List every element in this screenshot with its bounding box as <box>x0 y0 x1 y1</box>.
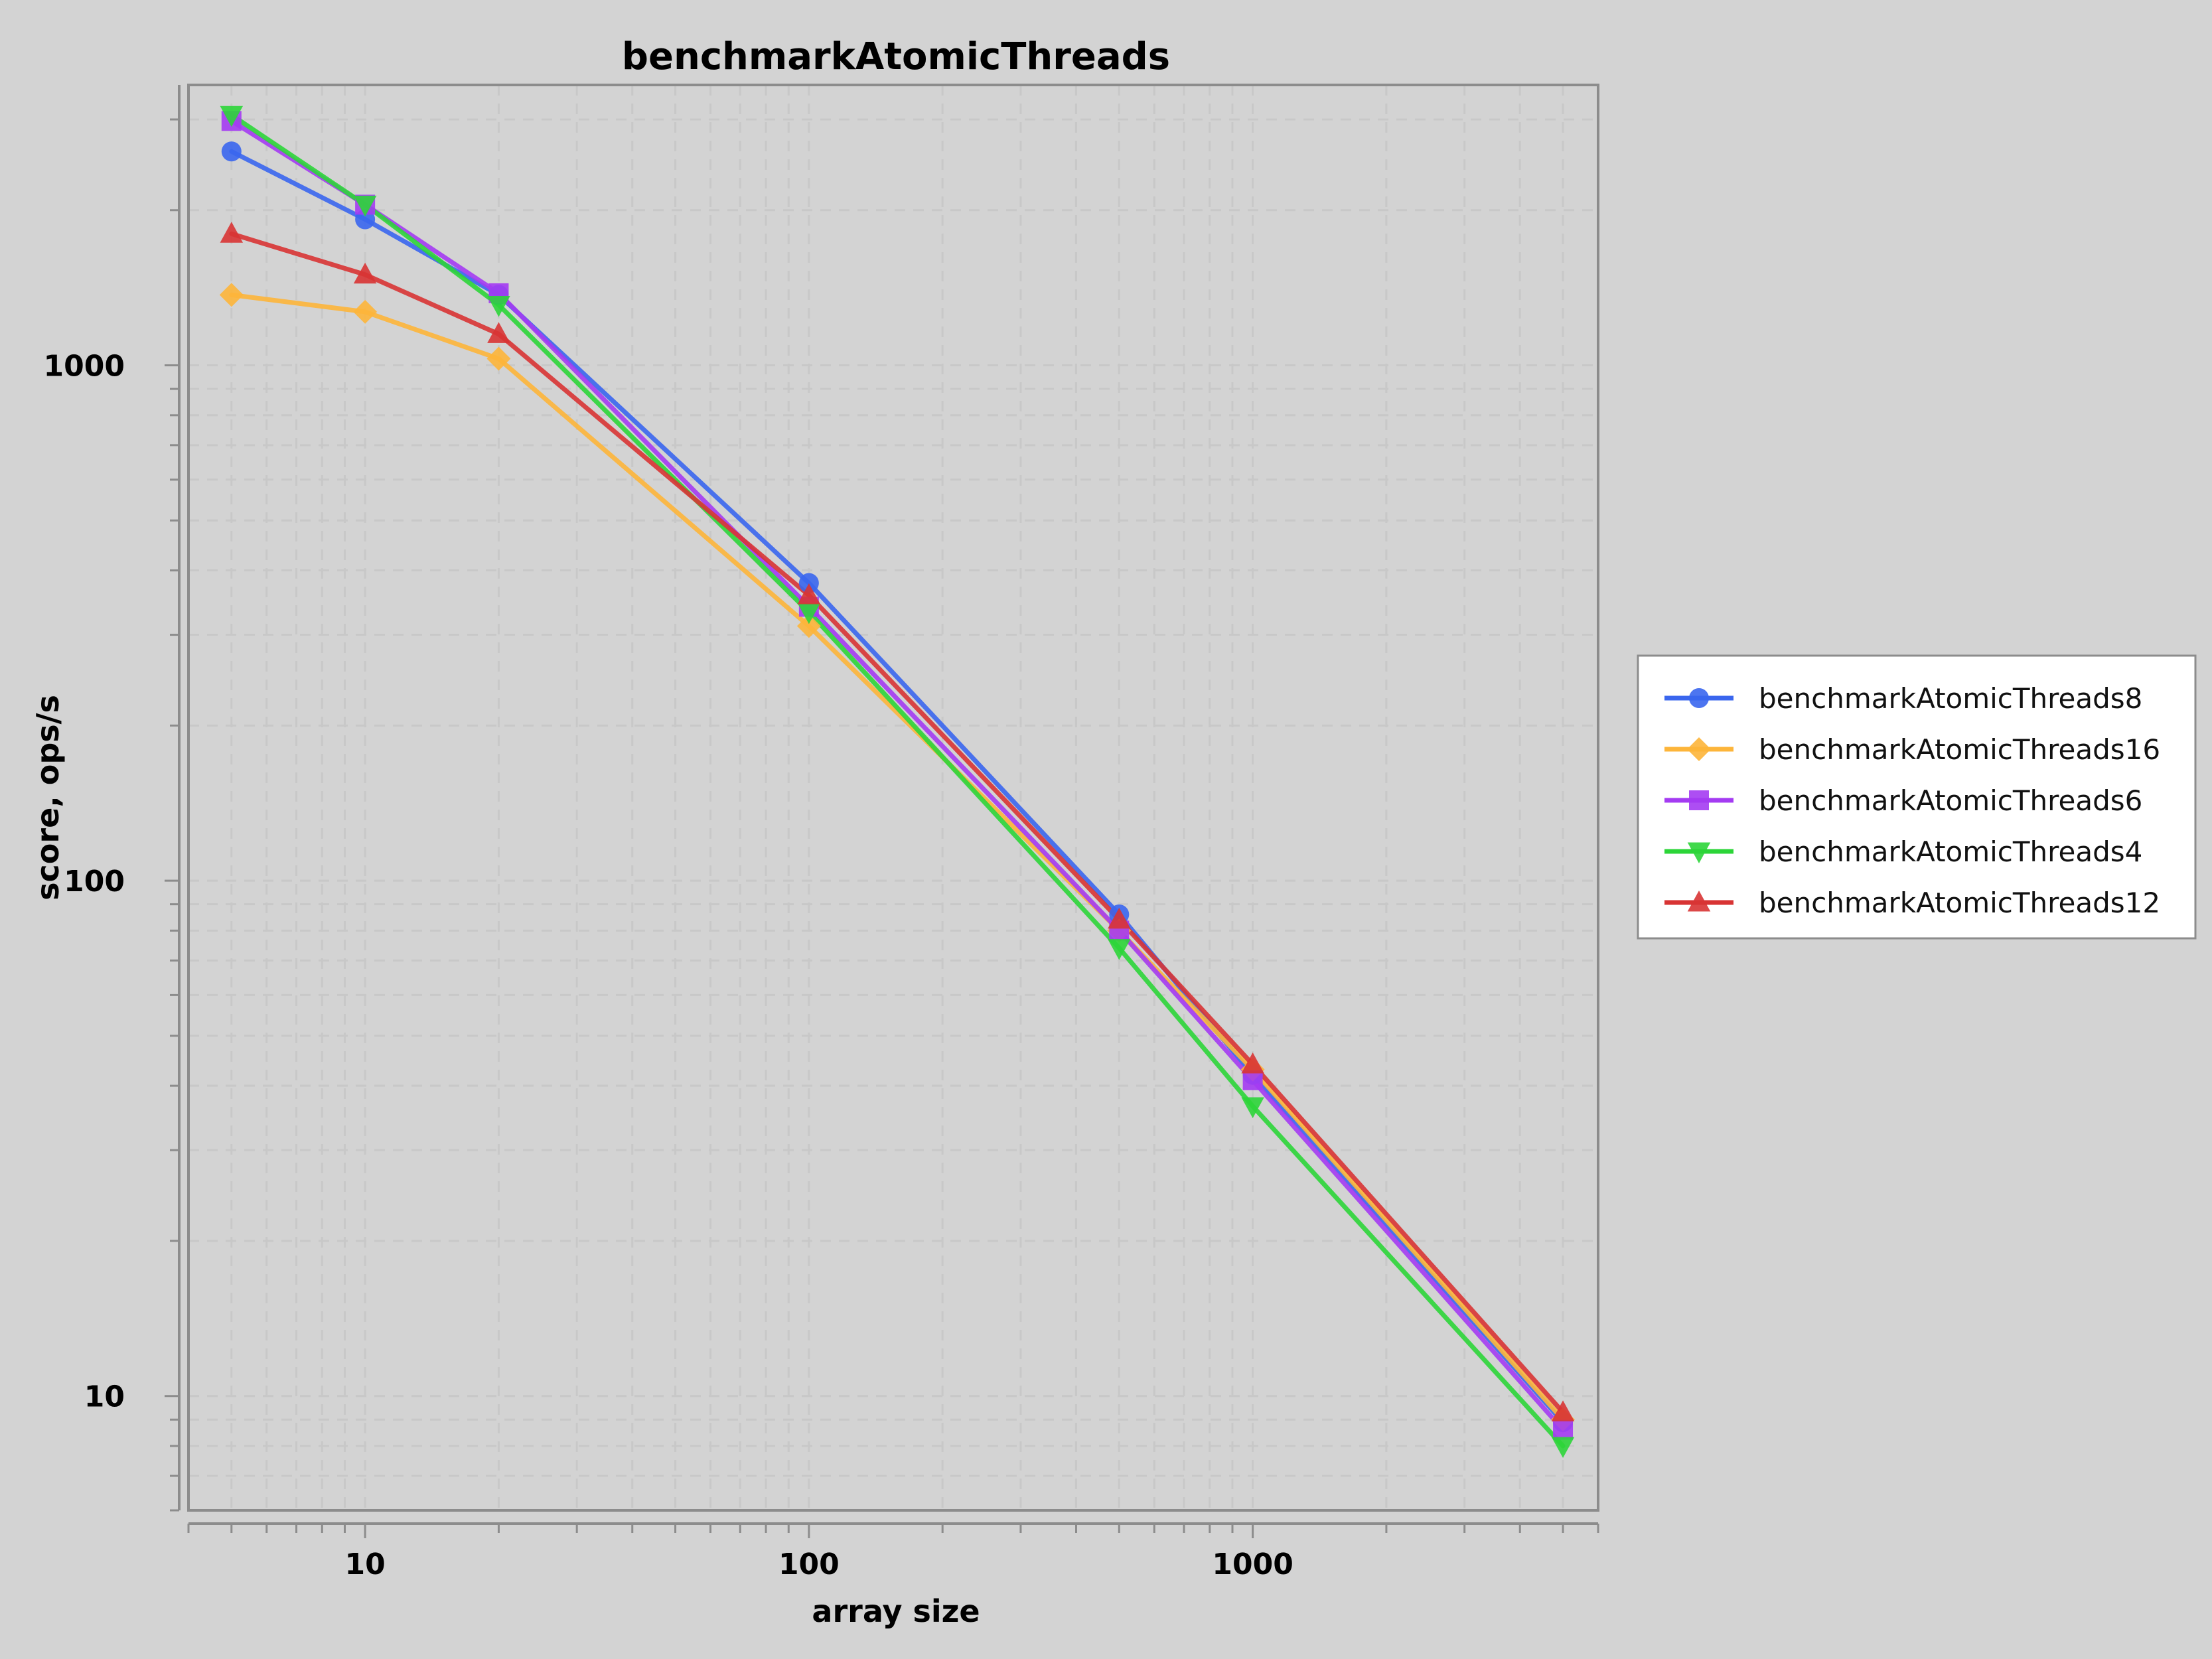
y-tick-label: 100 <box>64 865 125 899</box>
legend-item: benchmarkAtomicThreads8 <box>1664 682 2142 715</box>
legend-label: benchmarkAtomicThreads6 <box>1759 784 2142 817</box>
data-point-benchmarkAtomicThreads4 <box>220 106 244 127</box>
data-point-benchmarkAtomicThreads12 <box>797 583 821 605</box>
legend-label: benchmarkAtomicThreads4 <box>1759 835 2142 868</box>
legend-label: benchmarkAtomicThreads8 <box>1759 682 2142 715</box>
series-line-benchmarkAtomicThreads16 <box>229 292 1566 1422</box>
data-point-benchmarkAtomicThreads4 <box>1551 1437 1575 1458</box>
data-point-benchmarkAtomicThreads12 <box>353 262 377 284</box>
legend: benchmarkAtomicThreads8 benchmarkAtomicTh… <box>1637 654 2197 940</box>
legend-item: benchmarkAtomicThreads16 <box>1664 733 2160 766</box>
data-point-benchmarkAtomicThreads12 <box>487 322 510 343</box>
marker-group <box>219 106 1576 1458</box>
legend-label: benchmarkAtomicThreads16 <box>1759 733 2160 766</box>
x-axis-title: array size <box>812 1593 980 1629</box>
series-line-benchmarkAtomicThreads6 <box>229 118 1566 1433</box>
data-point-benchmarkAtomicThreads4 <box>797 603 821 624</box>
x-tick-label: 100 <box>778 1548 840 1581</box>
chart-title: benchmarkAtomicThreads <box>622 35 1170 78</box>
legend-item: benchmarkAtomicThreads4 <box>1664 835 2142 868</box>
legend-item: benchmarkAtomicThreads6 <box>1664 784 2142 817</box>
y-tick-label: 1000 <box>44 350 125 384</box>
grid <box>187 85 1599 1512</box>
legend-marker <box>1687 891 1711 912</box>
data-point-benchmarkAtomicThreads12 <box>1551 1400 1575 1421</box>
data-point-benchmarkAtomicThreads6 <box>1553 1419 1574 1440</box>
data-point-benchmarkAtomicThreads16 <box>219 283 244 307</box>
series-group <box>229 112 1566 1449</box>
data-point-benchmarkAtomicThreads16 <box>796 614 821 638</box>
data-point-benchmarkAtomicThreads12 <box>220 222 244 243</box>
data-point-benchmarkAtomicThreads12 <box>1241 1052 1264 1074</box>
x-tick-label: 1000 <box>1212 1548 1293 1581</box>
legend-item: benchmarkAtomicThreads12 <box>1664 887 2160 919</box>
data-point-benchmarkAtomicThreads16 <box>353 299 378 324</box>
legend-marker <box>1687 737 1711 761</box>
data-point-benchmarkAtomicThreads8 <box>798 573 819 593</box>
legend-marker <box>1689 790 1709 810</box>
data-point-benchmarkAtomicThreads6 <box>1242 1070 1263 1090</box>
data-point-benchmarkAtomicThreads12 <box>1108 907 1131 929</box>
plot-area <box>187 84 1599 1512</box>
ticks: 10 100 1000 10 100 1000 <box>44 118 1599 1581</box>
data-point-benchmarkAtomicThreads4 <box>353 195 377 217</box>
legend-box <box>1637 654 2197 940</box>
series-line-benchmarkAtomicThreads8 <box>229 149 1566 1425</box>
data-point-benchmarkAtomicThreads4 <box>1241 1097 1264 1119</box>
data-point-benchmarkAtomicThreads16 <box>486 346 511 371</box>
series-line-benchmarkAtomicThreads12 <box>229 231 1566 1415</box>
legend-marker <box>1689 688 1709 708</box>
legend-marker <box>1687 842 1711 863</box>
y-tick-label: 10 <box>84 1380 125 1414</box>
x-tick-label: 10 <box>345 1548 386 1581</box>
legend-label: benchmarkAtomicThreads12 <box>1759 887 2160 919</box>
data-point-benchmarkAtomicThreads8 <box>221 141 242 162</box>
data-point-benchmarkAtomicThreads4 <box>487 295 510 317</box>
y-axis-title: score, ops/s <box>30 695 66 901</box>
data-point-benchmarkAtomicThreads4 <box>1108 939 1131 960</box>
series-line-benchmarkAtomicThreads4 <box>229 112 1566 1449</box>
